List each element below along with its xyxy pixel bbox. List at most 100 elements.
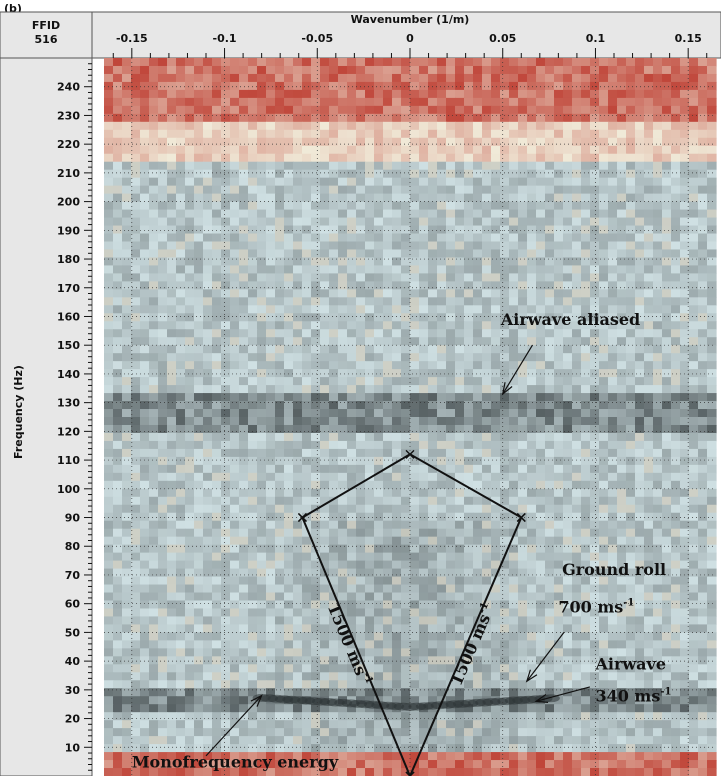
heatmap-cell [302, 305, 312, 314]
heatmap-cell [122, 337, 132, 346]
heatmap-cell [536, 201, 546, 211]
heatmap-cell [383, 337, 393, 346]
heatmap-cell [212, 241, 222, 251]
heatmap-cell [446, 377, 456, 386]
heatmap-cell [338, 81, 348, 91]
heatmap-cell [626, 313, 636, 322]
heatmap-cell [347, 432, 357, 442]
heatmap-cell [635, 297, 645, 306]
heatmap-cell [104, 113, 114, 123]
heatmap-cell [302, 58, 312, 67]
heatmap-cell [662, 137, 672, 147]
heatmap-cell [428, 321, 438, 330]
heatmap-cell [257, 105, 267, 115]
heatmap-cell [293, 464, 303, 474]
heatmap-cell [104, 201, 114, 211]
heatmap-cell [374, 121, 384, 131]
heatmap-cell [203, 329, 213, 338]
heatmap-cell [509, 440, 519, 450]
heatmap-cell [149, 504, 159, 514]
heatmap-cell [491, 65, 501, 75]
heatmap-cell [203, 177, 213, 187]
heatmap-cell [401, 329, 411, 338]
heatmap-cell [455, 512, 465, 522]
heatmap-cell [104, 145, 114, 155]
heatmap-cell [266, 385, 276, 394]
heatmap-cell [707, 464, 717, 474]
heatmap-cell [338, 592, 348, 602]
heatmap-cell [329, 97, 339, 107]
heatmap-cell [536, 257, 546, 267]
heatmap-cell [302, 448, 312, 458]
heatmap-cell [329, 73, 339, 83]
heatmap-cell [473, 249, 483, 259]
heatmap-cell [509, 600, 519, 610]
heatmap-cell [617, 512, 627, 522]
heatmap-cell [554, 488, 564, 498]
heatmap-cell [662, 409, 672, 418]
heatmap-cell [689, 169, 699, 179]
heatmap-cell [599, 504, 609, 514]
heatmap-cell [419, 528, 429, 538]
heatmap-cell [338, 281, 348, 290]
heatmap-cell [554, 512, 564, 522]
heatmap-cell [383, 89, 393, 99]
heatmap-cell [239, 353, 249, 362]
heatmap-cell [266, 377, 276, 386]
heatmap-cell [707, 560, 717, 570]
heatmap-cell [158, 281, 168, 290]
heatmap-cell [563, 89, 573, 99]
heatmap-cell [482, 385, 492, 394]
heatmap-cell [320, 592, 330, 602]
heatmap-cell [527, 73, 537, 83]
heatmap-cell [572, 361, 582, 370]
heatmap-cell [437, 105, 447, 115]
heatmap-cell [302, 209, 312, 219]
heatmap-cell [581, 233, 591, 243]
heatmap-cell [698, 568, 708, 578]
heatmap-cell [113, 560, 123, 570]
heatmap-cell [383, 369, 393, 378]
heatmap-cell [365, 65, 375, 75]
heatmap-cell [158, 241, 168, 251]
heatmap-cell [104, 488, 114, 498]
heatmap-cell [491, 448, 501, 458]
heatmap-cell [419, 105, 429, 115]
heatmap-cell [392, 377, 402, 386]
heatmap-cell [698, 385, 708, 394]
heatmap-cell [644, 89, 654, 99]
heatmap-cell [140, 608, 150, 618]
heatmap-cell [428, 608, 438, 618]
heatmap-cell [545, 297, 555, 306]
heatmap-cell [410, 504, 420, 514]
heatmap-cell [437, 616, 447, 626]
heatmap-cell [275, 153, 285, 163]
heatmap-cell [329, 440, 339, 450]
heatmap-cell [689, 321, 699, 330]
heatmap-cell [617, 488, 627, 498]
heatmap-cell [653, 568, 663, 578]
heatmap-cell [473, 97, 483, 107]
heatmap-cell [662, 153, 672, 163]
heatmap-cell [338, 321, 348, 330]
heatmap-cell [626, 281, 636, 290]
heatmap-cell [392, 448, 402, 458]
heatmap-cell [428, 584, 438, 594]
heatmap-cell [329, 345, 339, 354]
heatmap-cell [671, 329, 681, 338]
heatmap-cell [167, 161, 177, 171]
heatmap-cell [572, 249, 582, 259]
heatmap-cell [248, 528, 258, 538]
heatmap-cell [266, 185, 276, 195]
heatmap-cell [113, 345, 123, 354]
heatmap-cell [689, 177, 699, 187]
heatmap-cell [473, 417, 483, 426]
heatmap-cell [671, 440, 681, 450]
heatmap-cell [185, 401, 195, 410]
heatmap-cell [212, 145, 222, 155]
heatmap-cell [266, 81, 276, 91]
heatmap-cell [545, 145, 555, 155]
heatmap-cell [500, 520, 510, 530]
heatmap-cell [491, 329, 501, 338]
heatmap-cell [527, 121, 537, 131]
